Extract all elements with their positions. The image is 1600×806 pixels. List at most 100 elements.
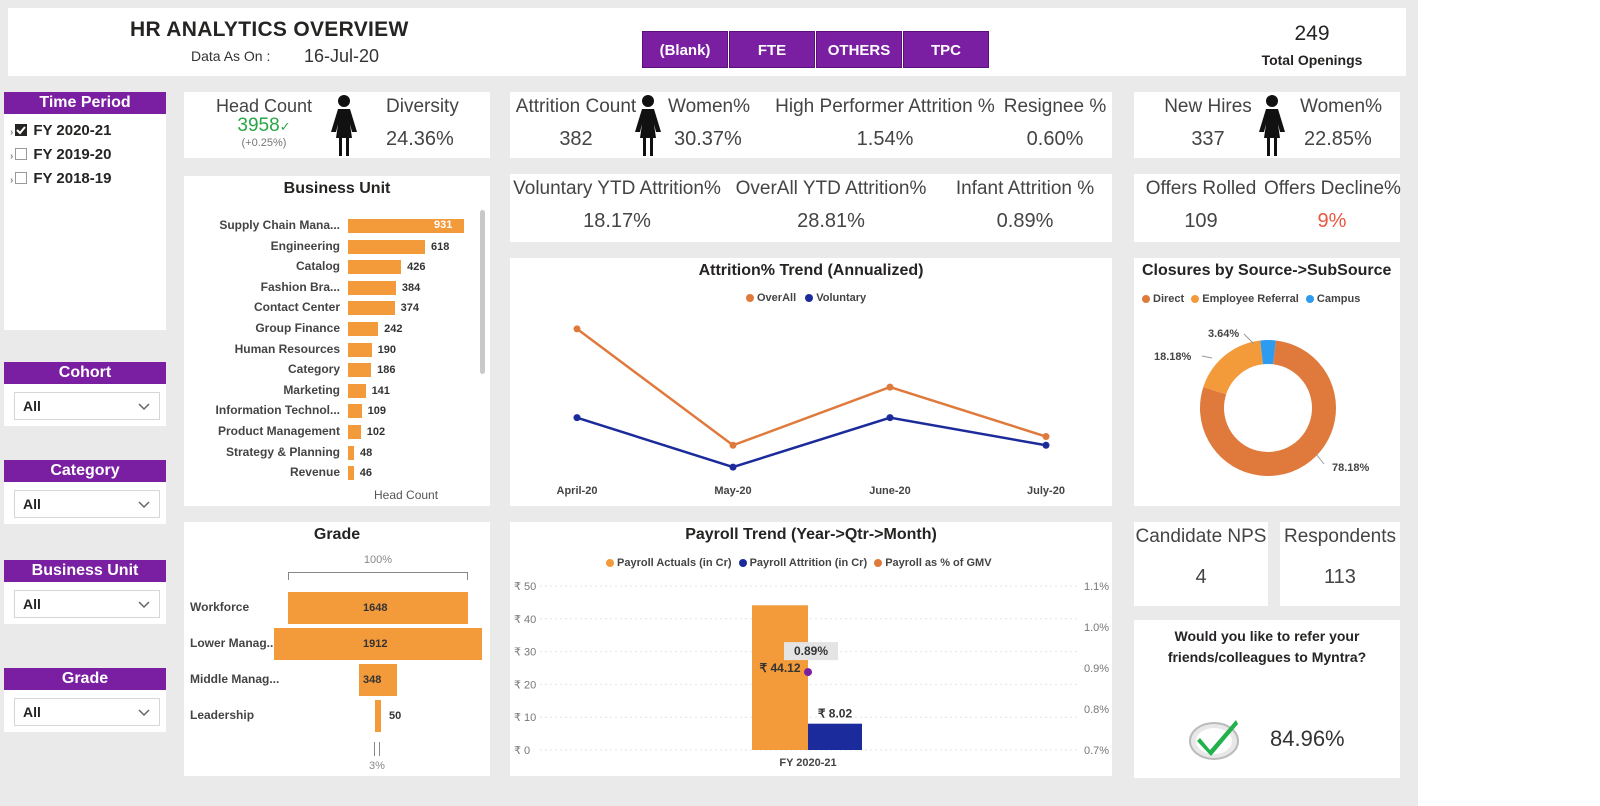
attrition-trend-title: Attrition% Trend (Annualized)	[698, 262, 924, 279]
legend-item-overall: OverAll	[746, 292, 796, 304]
funnel-bar[interactable]	[359, 664, 397, 696]
bar[interactable]	[348, 383, 366, 398]
bar[interactable]	[348, 260, 402, 275]
filter-button-tpc[interactable]: TPC	[903, 31, 989, 68]
refer-value: 84.96%	[1270, 726, 1345, 751]
slice-value-label: 3.64%	[1208, 328, 1239, 340]
bar[interactable]	[348, 425, 361, 439]
dashboard-canvas: HR ANALYTICS OVERVIEW Data As On : 16-Ju…	[0, 0, 1418, 806]
funnel-bar[interactable]	[288, 592, 468, 624]
header-filter-card: (Blank) FTE OTHERS TPC	[434, 8, 1218, 76]
filter-button-blank[interactable]: (Blank)	[642, 31, 728, 68]
donut-slice[interactable]	[1200, 340, 1336, 476]
funnel-label: Workforce	[190, 600, 250, 614]
checkbox-icon[interactable]	[15, 172, 28, 185]
data-point[interactable]	[886, 383, 894, 391]
bar-value-label: 242	[384, 323, 403, 335]
data-point[interactable]	[729, 463, 737, 471]
bar[interactable]	[348, 404, 362, 419]
funnel-label: Middle Manag...	[190, 672, 280, 686]
chevron-down-icon[interactable]	[137, 399, 151, 413]
grade-chart-card: Grade 100% Workforce 1648 Lower Manag... 19…	[184, 522, 490, 776]
bar[interactable]	[808, 723, 862, 750]
voluntary-ytd-label: Voluntary YTD Attrition%	[513, 178, 721, 199]
resignee-value: 0.60%	[1026, 128, 1084, 150]
series-line[interactable]	[576, 416, 1047, 469]
data-point[interactable]	[1042, 433, 1050, 441]
business-unit-dropdown[interactable]: All	[14, 590, 160, 618]
grade-bracket	[288, 572, 468, 580]
legend-item-payroll-actuals: Payroll Actuals (in Cr)	[606, 557, 732, 569]
grade-dropdown[interactable]: All	[14, 698, 160, 726]
category-dropdown[interactable]: All	[14, 490, 160, 518]
y2-tick-label: 1.1%	[1084, 581, 1109, 593]
bar[interactable]	[348, 219, 464, 233]
bar-label: Category	[287, 362, 340, 377]
bar[interactable]	[348, 239, 425, 254]
filter-button-others[interactable]: OTHERS	[816, 31, 902, 68]
filter-button-fte[interactable]: FTE	[729, 31, 815, 68]
data-point[interactable]	[573, 325, 581, 333]
chevron-down-icon[interactable]	[137, 705, 151, 719]
time-period-option[interactable]: › FY 2019-20	[10, 146, 111, 163]
bar-value-label: 141	[371, 384, 390, 397]
attrition-women-value: 30.37%	[674, 128, 742, 150]
business-unit-chart-card: Business Unit Supply Chain Mana... 931 Eng…	[184, 176, 490, 506]
bar-value-label: 48	[359, 446, 373, 459]
chevron-down-icon[interactable]	[137, 497, 151, 511]
offers-decline-label: Offers Decline%	[1264, 178, 1401, 199]
legend-item-payroll-gmv: Payroll as % of GMV	[874, 557, 992, 569]
bar[interactable]	[348, 322, 379, 336]
bar-label: Product Management	[217, 424, 340, 438]
page-title: HR ANALYTICS OVERVIEW	[130, 18, 409, 41]
bar[interactable]	[348, 301, 395, 316]
grade-bottom-label: 3%	[369, 760, 385, 772]
leader-line	[1315, 453, 1325, 465]
expand-icon[interactable]: ›	[10, 175, 14, 186]
slice-value-label: 18.18%	[1154, 351, 1192, 363]
infant-attrition-value: 0.89%	[996, 210, 1054, 232]
checkbox-checked-icon[interactable]	[15, 124, 28, 137]
business-unit-axis-title: Head Count	[374, 488, 439, 502]
infant-attrition-label: Infant Attrition %	[955, 178, 1095, 199]
bar-value-label: 374	[400, 302, 419, 315]
business-unit-value: All	[23, 596, 41, 612]
offers-card: Offers Rolled 109 Offers Decline% 9%	[1134, 174, 1401, 242]
y-tick-label: ₹ 0	[514, 745, 530, 757]
expand-icon[interactable]: ›	[10, 127, 14, 138]
scrollbar[interactable]	[480, 210, 485, 374]
closures-donut: 78.18% 18.18% 3.64%	[1154, 328, 1370, 476]
data-label-box	[784, 642, 838, 661]
bar[interactable]	[348, 363, 372, 378]
funnel-bar[interactable]	[375, 700, 381, 732]
bar-value-label: 426	[407, 261, 426, 274]
data-point[interactable]	[804, 668, 812, 677]
respondents-card: Respondents 113	[1280, 522, 1400, 606]
data-point[interactable]	[1042, 441, 1050, 449]
funnel-label: Lower Manag...	[190, 636, 277, 650]
bar[interactable]	[348, 466, 354, 481]
donut-slice[interactable]	[1203, 340, 1264, 395]
data-point[interactable]	[729, 441, 737, 449]
time-period-option[interactable]: › FY 2018-19	[10, 170, 111, 187]
funnel-bar[interactable]	[274, 628, 482, 660]
bar[interactable]	[348, 342, 372, 357]
time-period-option[interactable]: › FY 2020-21	[10, 122, 111, 139]
series-line[interactable]	[576, 327, 1047, 447]
bar-value-label: 102	[366, 426, 386, 438]
head-count-label: Head Count	[215, 96, 313, 116]
data-point[interactable]	[886, 414, 894, 422]
chevron-down-icon[interactable]	[137, 597, 151, 611]
bar[interactable]	[752, 605, 808, 750]
data-point[interactable]	[573, 414, 581, 422]
expand-icon[interactable]: ›	[10, 151, 14, 162]
y2-tick-label: 1.0%	[1084, 622, 1109, 634]
offers-rolled-value: 109	[1184, 210, 1218, 232]
checkbox-icon[interactable]	[15, 148, 28, 161]
cohort-dropdown[interactable]: All	[14, 392, 160, 420]
payroll-trend-card: Payroll Trend (Year->Qtr->Month) Payroll…	[510, 522, 1112, 776]
bar-value-label: 618	[431, 240, 450, 253]
bar-value-label: 46	[359, 467, 372, 480]
bar[interactable]	[348, 280, 396, 295]
bar[interactable]	[348, 445, 354, 460]
